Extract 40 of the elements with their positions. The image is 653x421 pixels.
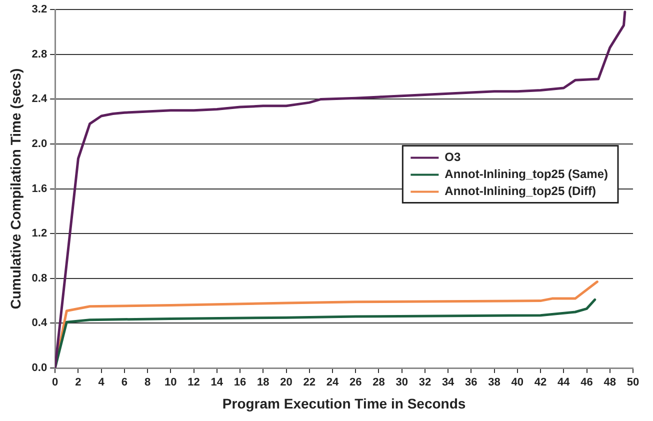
x-tick-label: 44 [558, 376, 571, 389]
x-tick-label: 0 [52, 376, 58, 389]
y-tick-label: 0.0 [32, 362, 48, 374]
x-tick-label: 20 [280, 376, 292, 389]
x-tick-label: 26 [349, 376, 362, 389]
x-tick-label: 46 [580, 376, 593, 389]
legend-label: Annot-Inlining_top25 (Same) [444, 167, 608, 182]
x-tick-label: 10 [164, 376, 177, 389]
x-tick-label: 32 [418, 376, 432, 389]
x-tick-label: 16 [234, 376, 246, 389]
x-tick-label: 22 [303, 376, 316, 389]
y-tick-label: 2.0 [32, 138, 48, 150]
x-tick-label: 2 [75, 376, 82, 389]
y-tick-label: 3.2 [32, 4, 48, 16]
y-tick-label: 2.8 [32, 48, 48, 60]
x-tick-label: 34 [442, 376, 456, 389]
x-tick-label: 24 [326, 376, 340, 389]
legend-label: O3 [444, 150, 462, 164]
x-tick-label: 14 [210, 376, 224, 389]
x-tick-label: 48 [604, 376, 616, 389]
x-tick-label: 28 [372, 376, 385, 389]
y-axis-title: Cumulative Compilation Time (secs) [7, 68, 24, 310]
x-tick-label: 38 [488, 376, 500, 389]
x-tick-label: 4 [98, 376, 106, 389]
y-tick-label: 1.6 [32, 182, 48, 195]
x-tick-label: 36 [465, 376, 478, 389]
x-tick-label: 6 [121, 376, 128, 389]
x-tick-label: 40 [511, 376, 524, 389]
x-tick-label: 50 [626, 376, 640, 389]
y-tick-label: 0.4 [32, 317, 48, 330]
x-tick-label: 12 [188, 376, 200, 389]
y-tick-label: 2.4 [32, 93, 48, 106]
y-tick-label: 0.8 [32, 272, 48, 284]
legend-label: Annot-Inlining_top25 (Diff) [444, 184, 596, 198]
y-tick-label: 1.2 [32, 228, 48, 240]
x-tick-label: 8 [144, 376, 151, 389]
x-tick-label: 42 [534, 376, 547, 389]
x-axis-title: Program Execution Time in Seconds [222, 395, 466, 412]
x-tick-label: 18 [257, 376, 270, 389]
x-tick-label: 30 [396, 376, 408, 389]
